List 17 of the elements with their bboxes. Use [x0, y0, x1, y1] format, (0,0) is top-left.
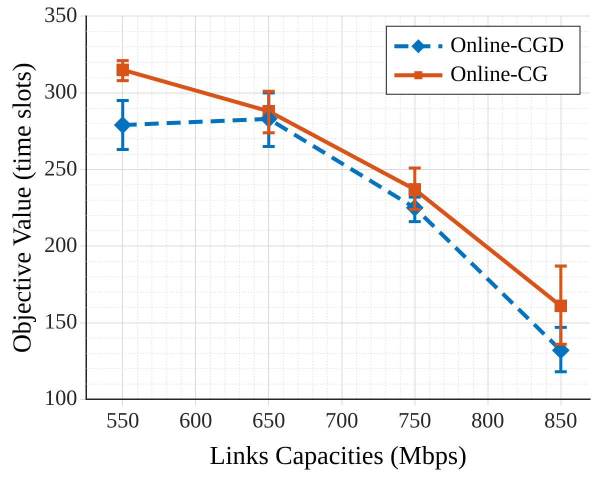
- x-tick-label: 800: [471, 407, 504, 432]
- x-tick-label: 650: [252, 407, 286, 432]
- y-tick-label: 200: [44, 232, 78, 257]
- y-tick-label: 350: [44, 2, 78, 27]
- x-tick-label: 700: [325, 407, 358, 432]
- x-tick-label: 750: [398, 407, 432, 432]
- x-tick-label: 850: [544, 407, 578, 432]
- y-tick-label: 100: [44, 385, 78, 410]
- y-tick-label: 300: [44, 78, 78, 104]
- legend-label: Online-CGD: [450, 32, 564, 57]
- y-axis-title: Objective Value (time slots): [7, 62, 36, 354]
- x-axis-title: Links Capacities (Mbps): [210, 441, 467, 470]
- y-tick-label: 150: [44, 308, 78, 334]
- y-tick-label: 250: [44, 155, 78, 180]
- legend-label: Online-CG: [450, 60, 548, 86]
- x-tick-label: 550: [106, 407, 140, 432]
- x-tick-label: 600: [179, 407, 212, 432]
